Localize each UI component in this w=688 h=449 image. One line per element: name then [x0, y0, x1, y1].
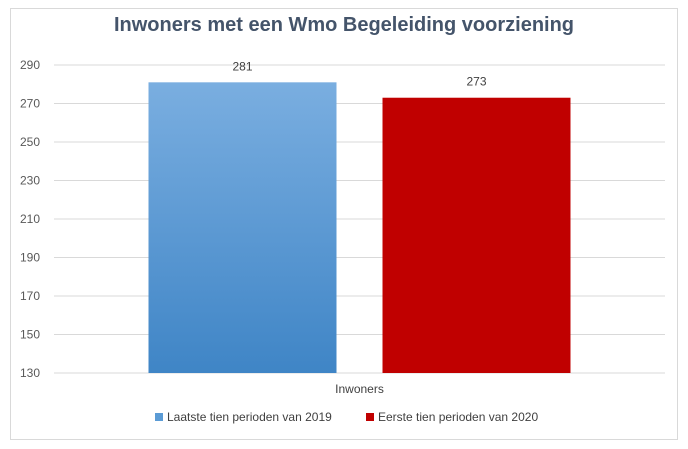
y-tick-label: 190	[20, 251, 40, 265]
legend: Laatste tien perioden van 2019 Eerste tie…	[155, 410, 538, 424]
data-label: 273	[466, 75, 486, 89]
bars	[148, 82, 571, 373]
y-tick-label: 150	[20, 328, 40, 342]
y-tick-label: 230	[20, 174, 40, 188]
legend-label: Laatste tien perioden van 2019	[167, 410, 332, 424]
y-tick-label: 170	[20, 289, 40, 303]
data-labels: 281 273	[232, 59, 486, 88]
chart-title: Inwoners met een Wmo Begeleiding voorzie…	[113, 14, 575, 36]
y-axis-ticks: 130 150 170 190 210 230 250 270 290	[20, 58, 40, 380]
gridlines	[54, 64, 665, 374]
legend-label: Eerste tien perioden van 2020	[378, 410, 538, 424]
legend-swatch	[155, 413, 163, 421]
y-tick-label: 270	[20, 97, 40, 111]
legend-swatch	[366, 413, 374, 421]
data-label: 281	[232, 59, 252, 73]
y-tick-label: 290	[20, 58, 40, 72]
bar-series-2020	[382, 97, 571, 373]
x-axis-categories: Inwoners	[335, 382, 384, 396]
y-tick-label: 210	[20, 212, 40, 226]
y-tick-label: 250	[20, 135, 40, 149]
x-category-label: Inwoners	[335, 382, 384, 396]
y-tick-label: 130	[20, 366, 40, 380]
bar-series-2019	[148, 82, 337, 373]
